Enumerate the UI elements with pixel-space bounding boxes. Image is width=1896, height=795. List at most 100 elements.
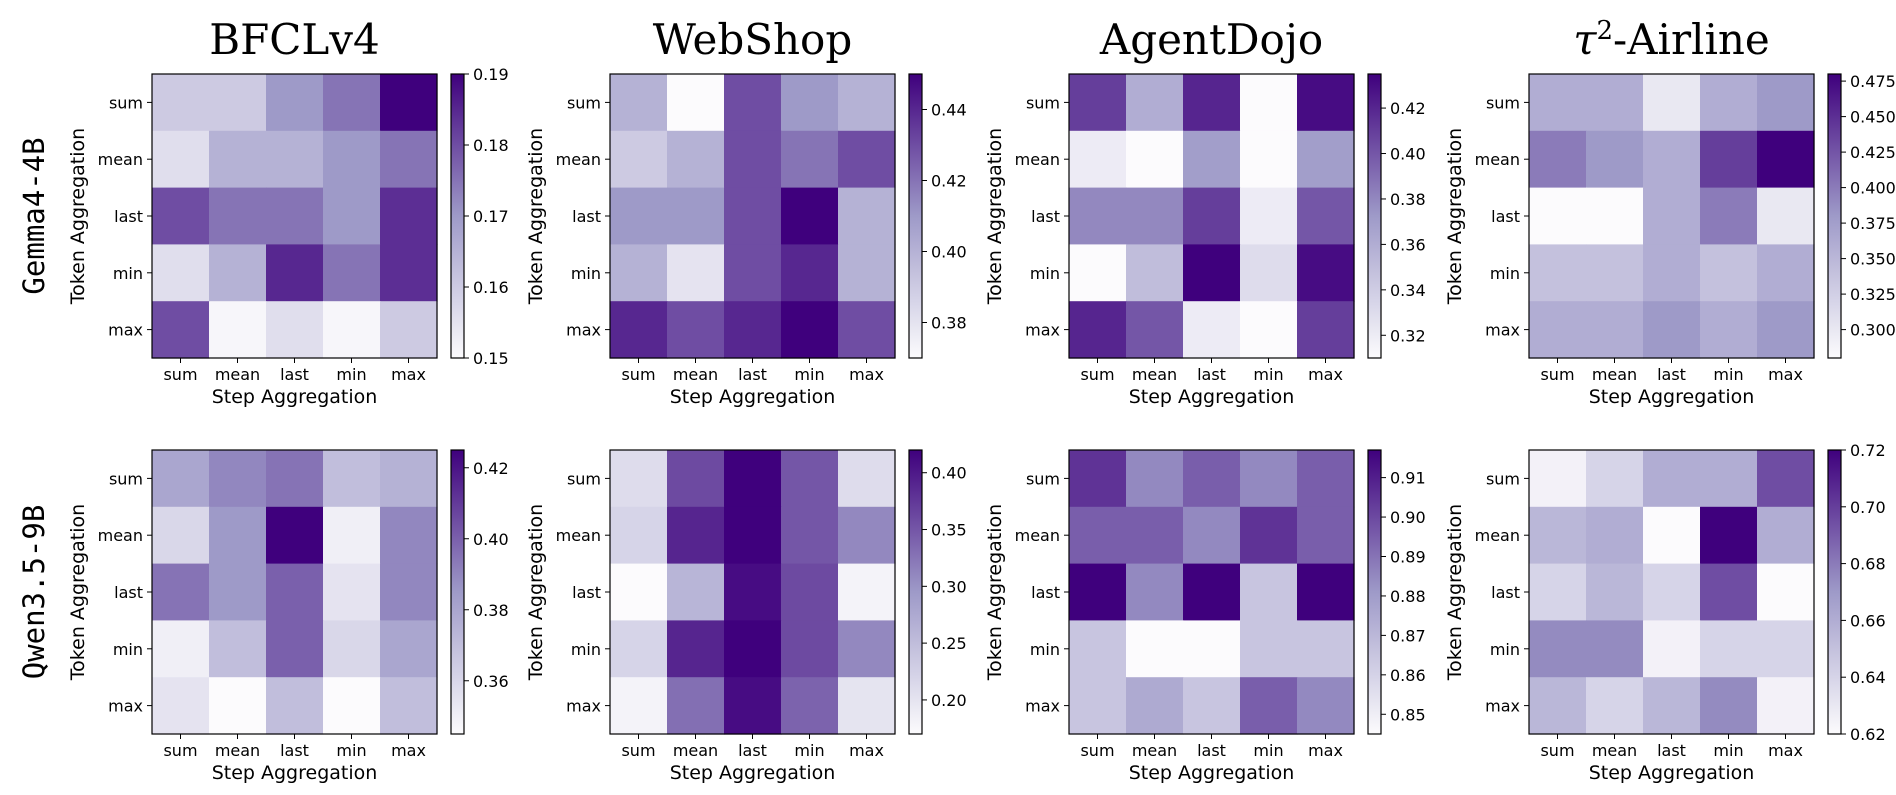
y-axis-label: Token Aggregation: [67, 504, 89, 681]
heatmap-cell: [667, 244, 725, 302]
heatmap-cell: [781, 450, 839, 508]
heatmap-cell: [610, 563, 668, 621]
colorbar-tick-label: 0.34: [1390, 281, 1426, 300]
colorbar-tick-label: 0.375: [1850, 214, 1896, 233]
colorbar-tick-label: 0.36: [473, 672, 509, 691]
heatmap-cell: [209, 563, 267, 621]
heatmap-cell: [1069, 187, 1127, 245]
heatmap-cell: [152, 244, 210, 302]
heatmap-cell: [1126, 620, 1184, 678]
heatmap-cell: [266, 563, 324, 621]
heatmap-cell: [1069, 620, 1127, 678]
heatmap-cell: [724, 677, 782, 735]
heatmap-cell: [380, 130, 438, 189]
heatmap-cell: [610, 244, 668, 302]
colorbar-tick-label: 0.40: [1390, 145, 1426, 164]
heatmap-cell: [1069, 506, 1127, 565]
row-label: Qwen3.5-9B: [17, 505, 51, 680]
colorbar-tick-label: 0.42: [473, 459, 509, 478]
heatmap-cell: [1643, 563, 1701, 621]
colorbar: [909, 450, 922, 734]
heatmap-cell: [380, 244, 438, 302]
x-tick-label: min: [336, 741, 366, 760]
heatmap-cell: [838, 563, 896, 621]
heatmap-cell: [838, 74, 896, 132]
heatmap-cell: [209, 450, 267, 508]
heatmap-cell: [1240, 244, 1298, 302]
colorbar: [1368, 74, 1381, 358]
heatmap-cell: [1757, 187, 1815, 245]
heatmap-cell: [610, 130, 668, 189]
heatmap-cell: [781, 506, 839, 565]
x-tick-label: mean: [673, 741, 718, 760]
heatmap-cell: [1297, 563, 1355, 621]
heatmap-cell: [781, 74, 839, 132]
colorbar: [909, 74, 922, 358]
colorbar-tick-label: 0.425: [1850, 143, 1896, 162]
x-axis-label: Step Aggregation: [1129, 386, 1295, 408]
colorbar-tick-label: 0.15: [473, 349, 509, 368]
colorbar-tick-label: 0.40: [931, 243, 967, 262]
heatmap-cell: [1126, 677, 1184, 735]
x-tick-label: max: [1308, 741, 1343, 760]
heatmap-cell: [209, 244, 267, 302]
colorbar-tick-label: 0.85: [1390, 705, 1426, 724]
colorbar-tick-label: 0.30: [931, 577, 967, 596]
x-tick-label: mean: [215, 365, 260, 384]
colorbar-tick-label: 0.42: [1390, 99, 1426, 118]
row-label: Gemma4-4B: [17, 137, 51, 294]
y-tick-label: last: [572, 207, 601, 226]
y-axis-label: Token Aggregation: [525, 128, 547, 305]
x-tick-label: last: [1657, 365, 1686, 384]
heatmap-cell: [380, 187, 438, 245]
y-tick-label: last: [1491, 207, 1520, 226]
x-tick-label: last: [1657, 741, 1686, 760]
x-tick-label: sum: [1080, 365, 1114, 384]
heatmap-cell: [667, 450, 725, 508]
heatmap-cell: [1757, 563, 1815, 621]
heatmap-cell: [1586, 74, 1644, 132]
heatmap-cell: [1126, 506, 1184, 565]
heatmap-cell: [724, 506, 782, 565]
heatmap-cell: [781, 620, 839, 678]
x-axis-label: Step Aggregation: [212, 386, 378, 408]
heatmap-cell: [152, 677, 210, 735]
heatmap-cell: [610, 677, 668, 735]
x-tick-label: min: [336, 365, 366, 384]
heatmap-cell: [1240, 130, 1298, 189]
colorbar-tick-label: 0.40: [931, 464, 967, 483]
heatmap-cell: [1700, 450, 1758, 508]
x-tick-label: mean: [1592, 365, 1637, 384]
x-tick-label: sum: [163, 741, 197, 760]
heatmap-cell: [1529, 506, 1587, 565]
heatmap-cell: [380, 506, 438, 565]
heatmap-cell: [781, 563, 839, 621]
heatmap-cell: [1240, 74, 1298, 132]
heatmap-cell: [1240, 620, 1298, 678]
heatmap-cell: [667, 563, 725, 621]
heatmap-cell: [1700, 620, 1758, 678]
colorbar-tick-label: 0.18: [473, 136, 509, 155]
y-tick-label: last: [1491, 583, 1520, 602]
colorbar-tick-label: 0.44: [931, 101, 967, 120]
heatmap-cell: [838, 450, 896, 508]
y-tick-label: last: [114, 583, 143, 602]
heatmap-cell: [610, 506, 668, 565]
x-tick-label: sum: [621, 741, 655, 760]
heatmap-cell: [209, 187, 267, 245]
heatmap-cell: [838, 677, 896, 735]
heatmap-cell: [266, 74, 324, 132]
heatmap-cell: [724, 187, 782, 245]
heatmap-cell: [1757, 450, 1815, 508]
colorbar-tick-label: 0.88: [1390, 587, 1426, 606]
heatmap-cell: [323, 301, 381, 359]
heatmap-cell: [1069, 130, 1127, 189]
y-tick-label: max: [1025, 321, 1060, 340]
heatmap-cell: [1240, 450, 1298, 508]
heatmap-cell: [1643, 130, 1701, 189]
colorbar-tick-label: 0.400: [1850, 179, 1896, 198]
heatmap-cell: [838, 301, 896, 359]
y-tick-label: mean: [1015, 150, 1060, 169]
